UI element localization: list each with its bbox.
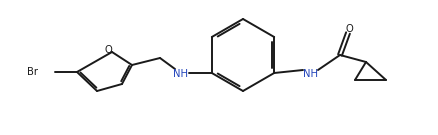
Text: O: O xyxy=(345,24,353,34)
Text: NH: NH xyxy=(303,69,318,79)
Text: Br: Br xyxy=(27,67,38,77)
Text: O: O xyxy=(104,45,112,55)
Text: NH: NH xyxy=(173,69,188,79)
